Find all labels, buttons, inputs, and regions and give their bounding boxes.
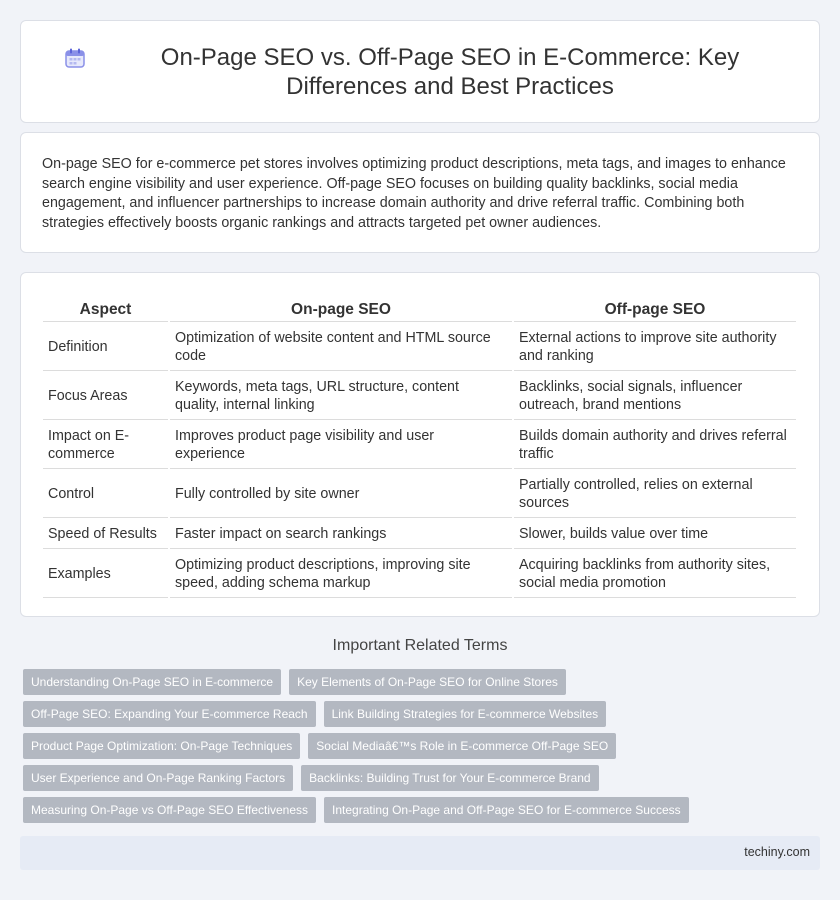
related-term-tag[interactable]: Product Page Optimization: On-Page Techn…: [23, 733, 301, 759]
cell-aspect: Speed of Results: [43, 520, 168, 549]
page-title: On-Page SEO vs. Off-Page SEO in E-Commer…: [160, 44, 740, 100]
cell-aspect: Impact on E-commerce: [43, 422, 168, 469]
related-term-tag[interactable]: Measuring On-Page vs Off-Page SEO Effect…: [23, 797, 317, 823]
table-row: Definition Optimization of website conte…: [43, 324, 796, 371]
title-card: On-Page SEO vs. Off-Page SEO in E-Commer…: [20, 20, 820, 123]
comparison-card: Aspect On-page SEO Off-page SEO Definiti…: [20, 272, 820, 617]
cell-aspect: Definition: [43, 324, 168, 371]
related-term-tag[interactable]: Off-Page SEO: Expanding Your E-commerce …: [23, 701, 316, 727]
related-term-tag[interactable]: Key Elements of On-Page SEO for Online S…: [289, 669, 566, 695]
cell-off-page: Builds domain authority and drives refer…: [514, 422, 796, 469]
cell-off-page: Backlinks, social signals, influencer ou…: [514, 373, 796, 420]
calendar-icon: [65, 48, 85, 68]
related-term-tag[interactable]: Understanding On-Page SEO in E-commerce: [23, 669, 282, 695]
related-term-tag[interactable]: Integrating On-Page and Off-Page SEO for…: [324, 797, 689, 823]
related-term-tag[interactable]: User Experience and On-Page Ranking Fact…: [23, 765, 294, 791]
cell-off-page: Slower, builds value over time: [514, 520, 796, 549]
cell-on-page: Optimizing product descriptions, improvi…: [170, 551, 512, 598]
cell-aspect: Examples: [43, 551, 168, 598]
related-term-tag[interactable]: Link Building Strategies for E-commerce …: [323, 701, 607, 727]
table-row: Speed of Results Faster impact on search…: [43, 520, 796, 549]
table-row: Focus Areas Keywords, meta tags, URL str…: [43, 373, 796, 420]
table-header-row: Aspect On-page SEO Off-page SEO: [43, 299, 796, 322]
table-row: Impact on E-commerce Improves product pa…: [43, 422, 796, 469]
cell-off-page: External actions to improve site authori…: [514, 324, 796, 371]
related-term-tag[interactable]: Backlinks: Building Trust for Your E-com…: [301, 765, 599, 791]
cell-on-page: Optimization of website content and HTML…: [170, 324, 512, 371]
cell-aspect: Control: [43, 471, 168, 518]
intro-card: On-page SEO for e-commerce pet stores in…: [20, 132, 820, 253]
header-off-page: Off-page SEO: [514, 299, 796, 322]
footer-site-link[interactable]: techiny.com: [744, 845, 810, 859]
cell-off-page: Partially controlled, relies on external…: [514, 471, 796, 518]
cell-on-page: Faster impact on search rankings: [170, 520, 512, 549]
related-term-tag[interactable]: Social Mediaâ€™s Role in E-commerce Off-…: [308, 733, 617, 759]
comparison-table: Aspect On-page SEO Off-page SEO Definiti…: [41, 297, 798, 600]
cell-on-page: Keywords, meta tags, URL structure, cont…: [170, 373, 512, 420]
table-row: Examples Optimizing product descriptions…: [43, 551, 796, 598]
header-aspect: Aspect: [43, 299, 168, 322]
cell-aspect: Focus Areas: [43, 373, 168, 420]
cell-off-page: Acquiring backlinks from authority sites…: [514, 551, 796, 598]
cell-on-page: Improves product page visibility and use…: [170, 422, 512, 469]
related-terms-title: Important Related Terms: [332, 637, 508, 654]
footer: techiny.com: [20, 836, 820, 870]
cell-on-page: Fully controlled by site owner: [170, 471, 512, 518]
table-row: Control Fully controlled by site owner P…: [43, 471, 796, 518]
header-on-page: On-page SEO: [170, 299, 512, 322]
related-terms-list: Understanding On-Page SEO in E-commerce …: [23, 669, 803, 829]
intro-paragraph: On-page SEO for e-commerce pet stores in…: [42, 156, 786, 231]
